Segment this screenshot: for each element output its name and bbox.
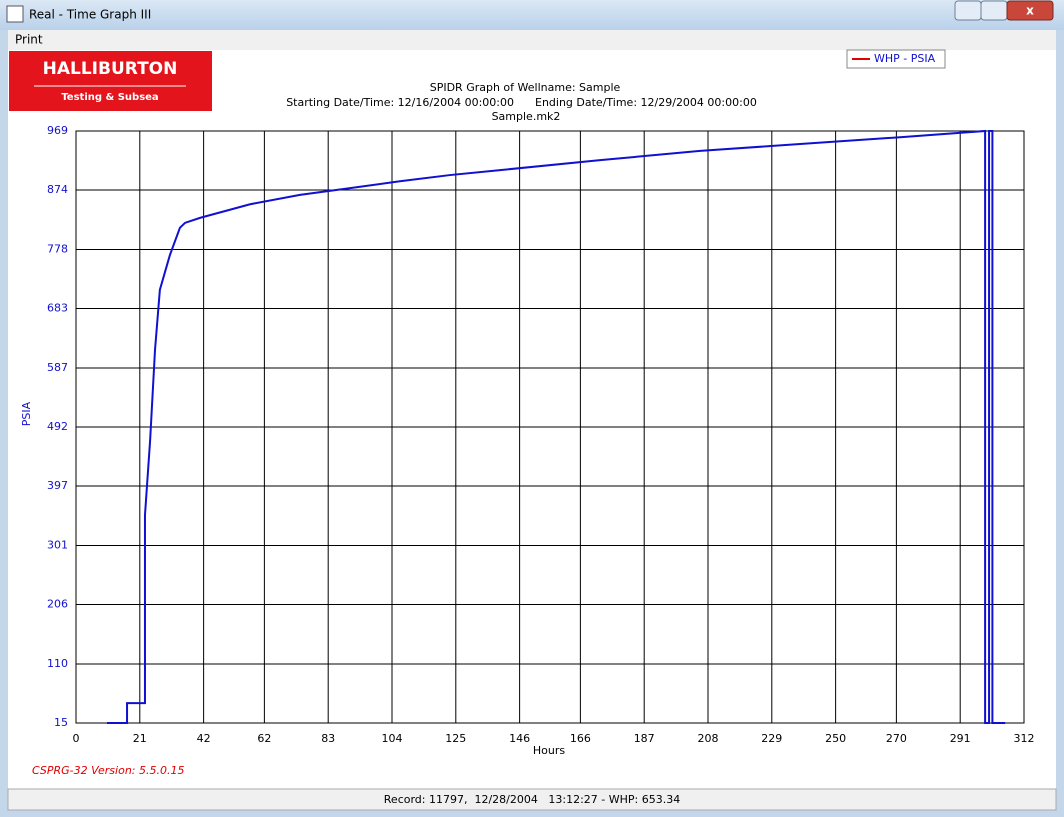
x-tick-label: 62 [257,732,271,745]
x-tick-label: 146 [509,732,530,745]
app-icon [6,5,24,23]
start-time: Starting Date/Time: 12/16/2004 00:00:00 [286,96,514,109]
x-tick-label: 250 [825,732,846,745]
chart-title: SPIDR Graph of Wellname: Sample [430,81,621,94]
close-icon: x [1026,4,1034,18]
x-tick-label: 125 [445,732,466,745]
status-bar [7,788,1057,811]
legend-label: WHP - PSIA [874,52,936,65]
y-tick-label: 587 [47,361,68,374]
x-axis-label: Hours [533,744,565,757]
maximize-button[interactable] [980,0,1008,21]
x-tick-label: 42 [197,732,211,745]
x-tick-label: 166 [570,732,591,745]
x-tick-label: 83 [321,732,335,745]
chart-subtitle: Sample.mk2 [492,110,561,123]
x-tick-label: 0 [73,732,80,745]
status-text: Record: 11797, 12/28/2004 13:12:27 - WHP… [384,793,680,806]
data-line [106,129,1006,724]
x-tick-label: 21 [133,732,147,745]
y-tick-label: 301 [47,539,68,552]
y-tick-label: 492 [47,420,68,433]
y-tick-label: 15 [54,716,68,729]
y-tick-label: 778 [47,243,68,256]
x-tick-label: 208 [698,732,719,745]
menu-bar [8,30,1056,50]
x-tick-label: 104 [382,732,403,745]
x-tick-label: 229 [761,732,782,745]
minimize-button[interactable] [954,0,982,21]
end-time: Ending Date/Time: 12/29/2004 00:00:00 [535,96,757,109]
y-tick-label: 969 [47,124,68,137]
x-tick-label: 312 [1014,732,1035,745]
logo [9,51,212,111]
logo-name: HALLIBURTON [43,59,178,79]
title-bar [0,0,1064,30]
x-tick-label: 291 [950,732,971,745]
close-button[interactable] [1006,0,1054,21]
y-tick-label: 397 [47,479,68,492]
y-tick-label: 683 [47,301,68,314]
menu-item[interactable]: Print [15,33,43,47]
y-tick-label: 874 [47,183,68,196]
logo-subtitle: Testing & Subsea [61,92,158,103]
window-title: Real - Time Graph III [29,8,151,22]
x-tick-label: 270 [886,732,907,745]
y-tick-label: 206 [47,597,68,610]
y-tick-label: 110 [47,657,68,670]
legend-box [846,49,946,69]
y-axis-label: PSIA [20,401,33,426]
x-tick-label: 187 [634,732,655,745]
version: CSPRG-32 Version: 5.5.0.15 [32,764,184,777]
